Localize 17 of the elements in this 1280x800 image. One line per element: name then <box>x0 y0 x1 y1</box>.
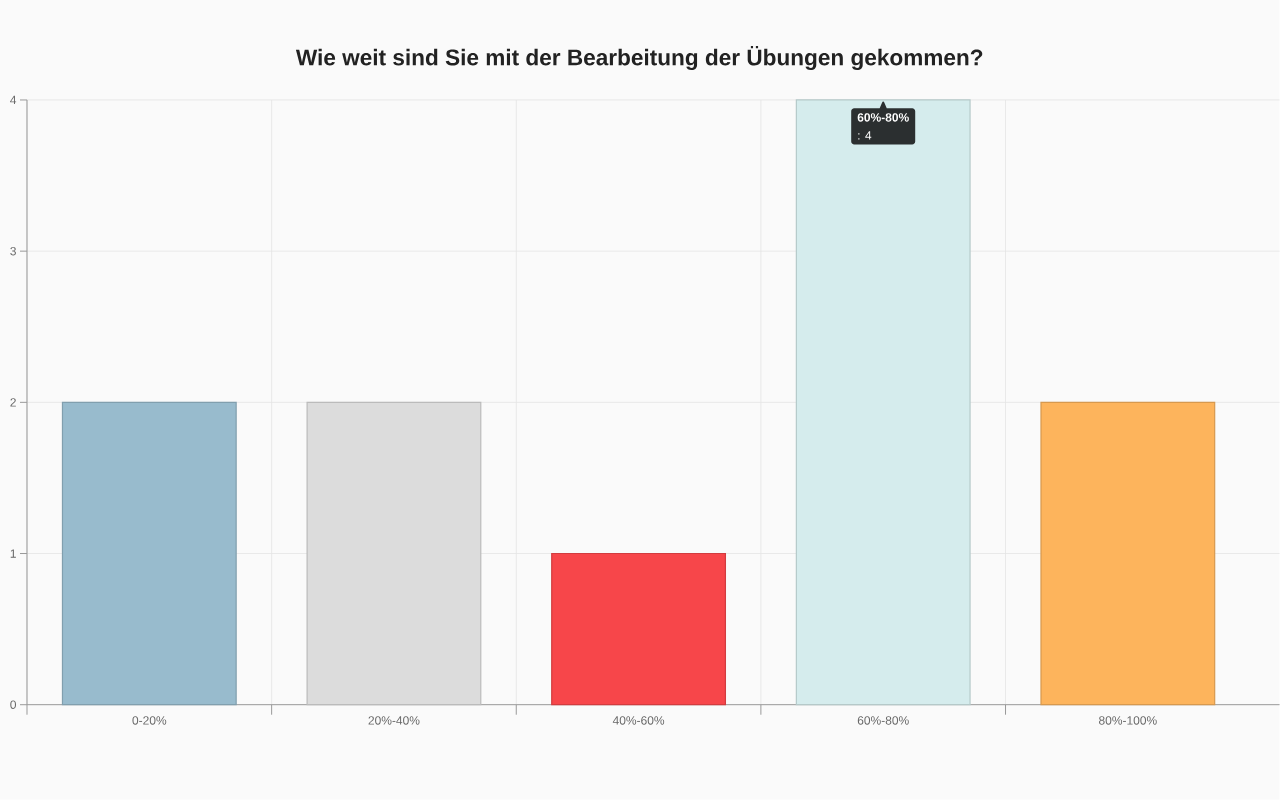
x-tick-label: 80%-100% <box>1099 716 1157 725</box>
bar <box>1040 401 1216 706</box>
y-tick-label: 1 <box>10 549 16 558</box>
bar <box>795 99 971 706</box>
y-tick-label: 4 <box>10 96 17 105</box>
y-tick-label: 0 <box>10 700 17 710</box>
bar <box>61 401 237 706</box>
y-tick-label: 2 <box>10 398 16 407</box>
chart-title: Wie weit sind Sie mit der Bearbeitung der Übungen gekommen? <box>295 46 983 71</box>
annotation: : 4 <box>858 131 872 140</box>
bar <box>551 553 727 706</box>
y-tick-label: 3 <box>10 247 16 256</box>
x-tick-label: 40%-60% <box>612 716 665 725</box>
x-tick-label: 0-20% <box>132 716 167 725</box>
x-tick-label: 20%-40% <box>368 716 420 725</box>
annotation: 60%-80% <box>857 113 909 122</box>
x-tick-label: 60%-80% <box>857 716 909 725</box>
